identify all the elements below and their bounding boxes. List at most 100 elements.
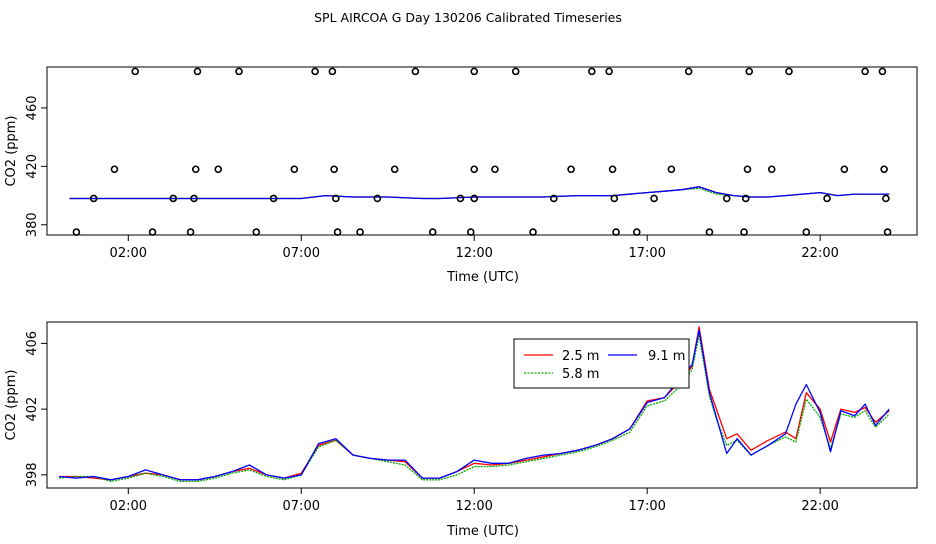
- top-marker-point: [588, 67, 596, 76]
- top-marker-point: [785, 67, 793, 76]
- top-marker-point: [110, 165, 119, 174]
- top-x-tick-label: 02:00: [110, 246, 147, 261]
- bottom-series-line-9-1-m: [59, 329, 890, 481]
- top-marker-point: [549, 194, 558, 203]
- top-marker-point: [466, 228, 475, 236]
- top-marker-point: [743, 165, 752, 174]
- figure-title: SPL AIRCOA G Day 130206 Calibrated Times…: [314, 10, 622, 25]
- bottom-y-tick-label: 398: [25, 462, 40, 487]
- bottom-panel-y-label: CO2 (ppm): [4, 369, 19, 440]
- bottom-x-tick-label: 07:00: [283, 499, 320, 514]
- top-marker-point: [840, 165, 849, 174]
- top-marker-point: [767, 165, 776, 174]
- top-x-tick-label: 17:00: [628, 246, 665, 261]
- bottom-series-line-2-5-m: [59, 326, 890, 481]
- top-marker-point: [605, 67, 613, 76]
- legend-box: [513, 338, 690, 389]
- bottom-panel: 02:00 07:00 12:00 17:00 22:00 398 402 406 Time…: [4, 321, 918, 539]
- top-marker-point: [882, 194, 890, 203]
- top-marker-point: [356, 228, 364, 236]
- top-marker-point: [131, 67, 140, 76]
- top-marker-point: [684, 67, 693, 76]
- top-y-tick-label: 420: [25, 154, 40, 179]
- top-x-tick-label: 12:00: [455, 246, 492, 261]
- top-marker-point: [186, 228, 195, 236]
- legend-label-9-1m: 9.1 m: [648, 349, 685, 364]
- top-panel-markers: [72, 67, 892, 236]
- top-marker-point: [470, 194, 479, 203]
- top-panel-x-label: Time (UTC): [446, 270, 519, 285]
- bottom-panel-x-axis: 02:00 07:00 12:00 17:00 22:00: [110, 488, 839, 514]
- legend: 2.5 m 9.1 m 5.8 m: [513, 338, 690, 389]
- top-marker-point: [373, 194, 382, 203]
- top-marker-point: [214, 165, 223, 174]
- top-marker-point: [456, 194, 465, 203]
- top-marker-point: [745, 67, 754, 76]
- top-marker-point: [328, 67, 337, 76]
- top-panel-x-axis: 02:00 07:00 12:00 17:00 22:00: [110, 235, 839, 261]
- top-marker-point: [193, 67, 202, 76]
- legend-label-5-8m: 5.8 m: [562, 367, 599, 382]
- top-marker-point: [650, 194, 658, 203]
- top-panel-frame: [46, 66, 918, 236]
- top-marker-point: [823, 194, 831, 203]
- top-marker-point: [89, 194, 98, 203]
- top-marker-point: [861, 67, 869, 76]
- top-marker-point: [741, 194, 750, 203]
- bottom-y-tick-label: 406: [25, 331, 40, 356]
- top-marker-point: [883, 228, 892, 236]
- top-marker-point: [802, 228, 811, 236]
- top-marker-point: [491, 165, 499, 174]
- bottom-y-tick-label: 402: [25, 397, 40, 422]
- top-marker-point: [290, 165, 299, 174]
- top-marker-point: [878, 67, 887, 76]
- top-marker-point: [191, 165, 200, 174]
- top-marker-point: [333, 228, 342, 236]
- top-marker-point: [411, 67, 420, 76]
- top-marker-point: [330, 165, 338, 174]
- top-marker-point: [567, 165, 575, 174]
- top-y-tick-label: 460: [25, 95, 40, 120]
- top-marker-point: [740, 228, 748, 236]
- bottom-panel-y-axis: 398 402 406: [25, 331, 47, 487]
- top-marker-point: [612, 228, 620, 236]
- top-marker-point: [722, 194, 731, 203]
- top-y-tick-label: 380: [25, 212, 40, 237]
- top-marker-point: [390, 165, 399, 174]
- top-marker-point: [880, 165, 888, 174]
- top-marker-point: [470, 67, 479, 76]
- top-marker-point: [633, 228, 641, 236]
- top-marker-point: [667, 165, 676, 174]
- top-panel-y-axis: 380 420 460: [25, 95, 47, 237]
- top-marker-point: [610, 194, 619, 203]
- top-marker-point: [511, 67, 520, 76]
- bottom-panel-series: [59, 326, 890, 483]
- top-marker-point: [190, 194, 198, 203]
- top-panel-series: [69, 186, 890, 200]
- top-marker-point: [235, 67, 243, 76]
- top-marker-point: [252, 228, 261, 236]
- top-marker-point: [169, 194, 178, 203]
- top-marker-point: [72, 228, 81, 236]
- bottom-x-tick-label: 02:00: [110, 499, 147, 514]
- top-marker-point: [529, 228, 537, 236]
- bottom-x-tick-label: 22:00: [801, 499, 838, 514]
- bottom-series-line-5-8-m: [59, 334, 890, 483]
- top-marker-point: [269, 194, 278, 203]
- bottom-x-tick-label: 17:00: [628, 499, 665, 514]
- top-marker-point: [148, 228, 157, 236]
- top-marker-point: [608, 165, 617, 174]
- top-marker-point: [428, 228, 437, 236]
- bottom-panel-x-label: Time (UTC): [446, 524, 519, 539]
- top-marker-point: [332, 194, 340, 203]
- top-marker-point: [705, 228, 714, 236]
- legend-label-2-5m: 2.5 m: [562, 349, 599, 364]
- bottom-x-tick-label: 12:00: [455, 499, 492, 514]
- top-x-tick-label: 22:00: [801, 246, 838, 261]
- top-series-line-2: [69, 186, 890, 200]
- top-marker-point: [311, 67, 319, 76]
- top-x-tick-label: 07:00: [283, 246, 320, 261]
- top-marker-point: [470, 165, 479, 174]
